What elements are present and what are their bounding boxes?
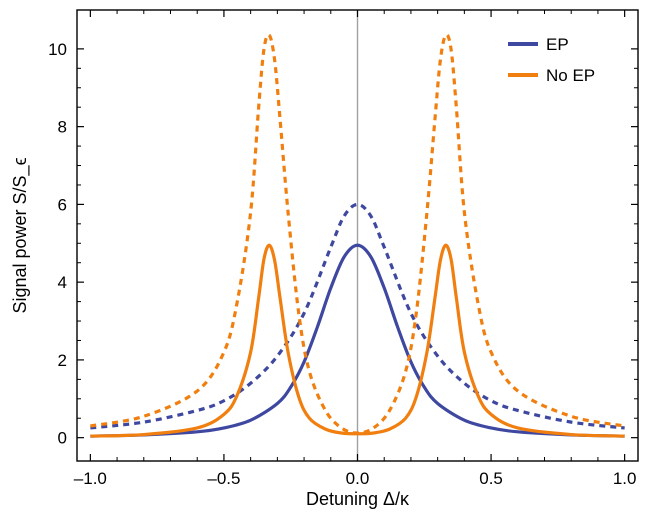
series-line-ep-solid xyxy=(90,243,625,438)
x-axis-label: Detuning Δ/κ xyxy=(306,489,410,509)
x-tick-label: –1.0 xyxy=(74,469,107,488)
y-tick-label: 6 xyxy=(58,195,67,214)
y-axis-label: Signal power S/S_ϵ xyxy=(10,157,31,313)
axis-ticks: –1.0 –0.5 0.0 0.5 1.0 0 2 4 6 8 10 xyxy=(48,10,638,488)
x-tick-label: 1.0 xyxy=(613,469,637,488)
x-tick-label: 0.0 xyxy=(346,469,370,488)
legend-label-ep: EP xyxy=(546,35,569,54)
y-tick-label: 10 xyxy=(48,40,67,59)
legend: EP No EP xyxy=(508,35,595,85)
x-tick-label: 0.5 xyxy=(479,469,503,488)
x-tick-label: –0.5 xyxy=(207,469,240,488)
y-tick-label: 4 xyxy=(58,273,67,292)
series-line-no-ep-dashed xyxy=(90,33,625,435)
y-tick-label: 0 xyxy=(58,429,67,448)
y-tick-label: 2 xyxy=(58,351,67,370)
y-tick-label: 8 xyxy=(58,118,67,137)
legend-label-no-ep: No EP xyxy=(546,66,595,85)
series-line-ep-dashed xyxy=(90,202,625,430)
